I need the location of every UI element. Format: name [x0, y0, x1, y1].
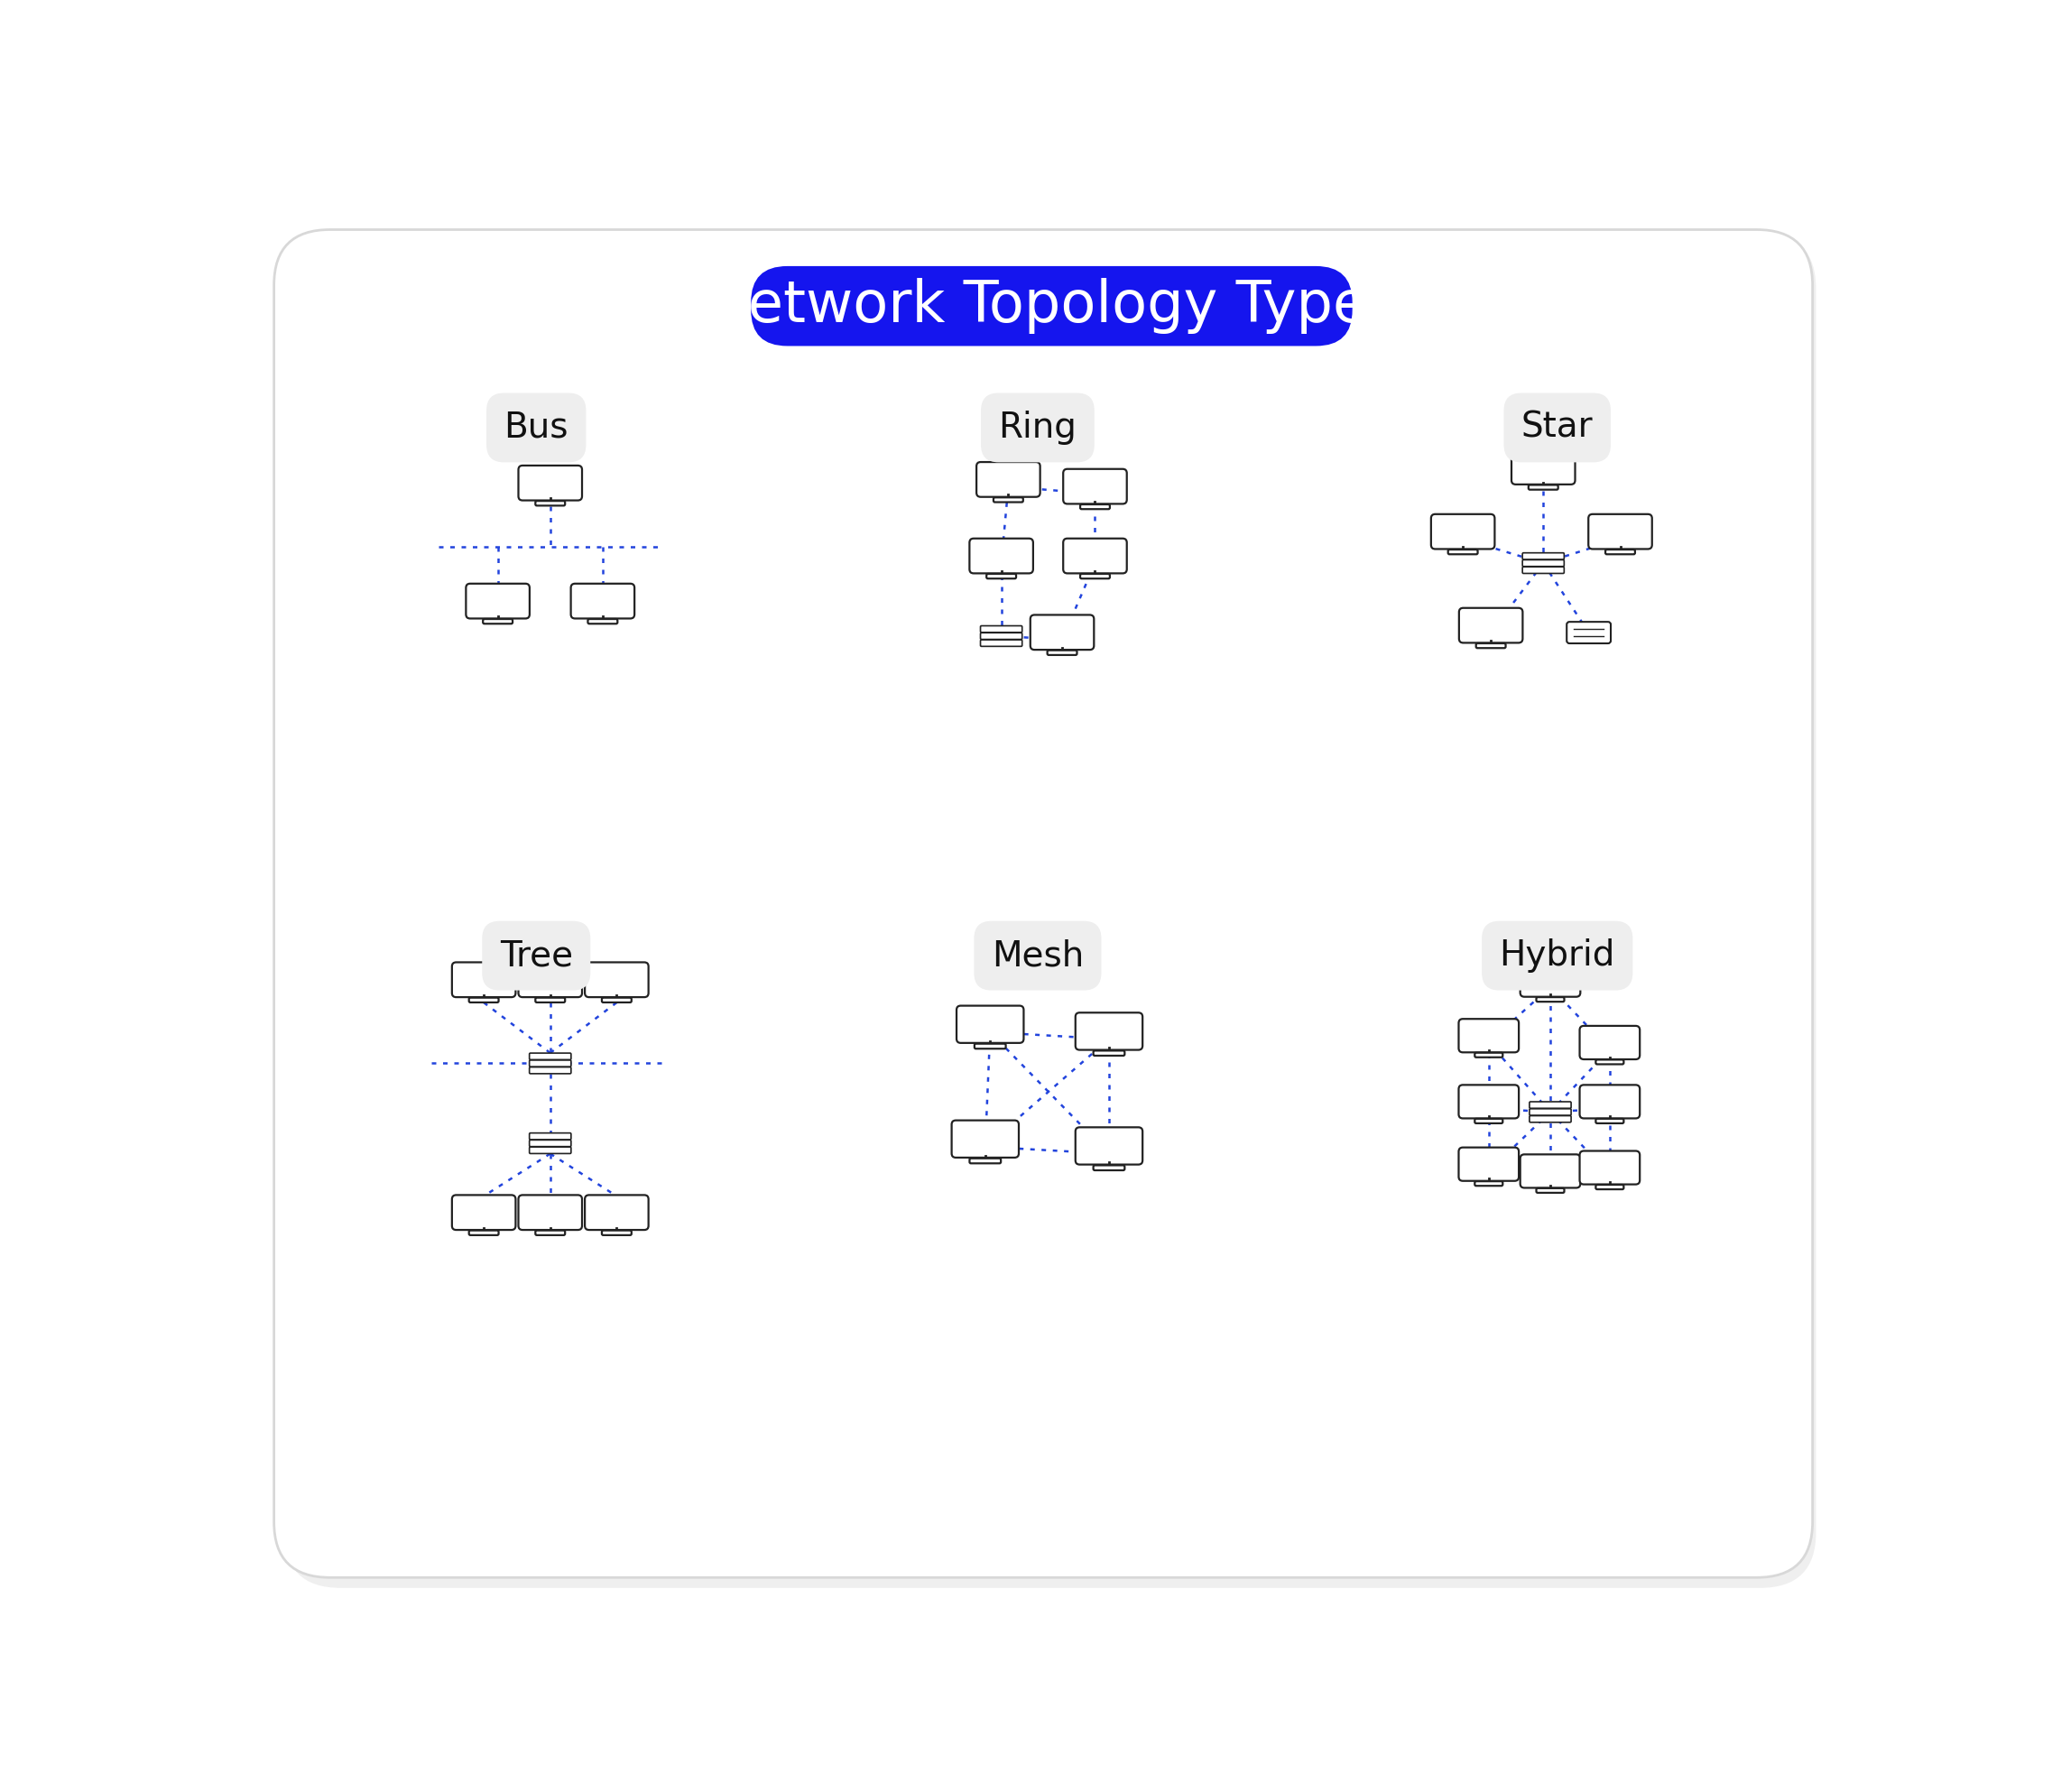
- FancyBboxPatch shape: [451, 962, 515, 996]
- FancyBboxPatch shape: [1063, 470, 1127, 504]
- FancyBboxPatch shape: [1047, 650, 1077, 656]
- FancyBboxPatch shape: [529, 1133, 570, 1140]
- FancyBboxPatch shape: [1580, 1084, 1640, 1118]
- FancyBboxPatch shape: [987, 573, 1016, 579]
- FancyBboxPatch shape: [1521, 1154, 1580, 1188]
- FancyBboxPatch shape: [969, 538, 1032, 573]
- FancyBboxPatch shape: [470, 1231, 499, 1235]
- FancyBboxPatch shape: [1529, 486, 1557, 489]
- FancyBboxPatch shape: [529, 1066, 570, 1073]
- FancyBboxPatch shape: [519, 1195, 583, 1229]
- FancyBboxPatch shape: [536, 1231, 564, 1235]
- FancyBboxPatch shape: [751, 265, 1352, 346]
- FancyBboxPatch shape: [451, 1195, 515, 1229]
- FancyBboxPatch shape: [1094, 1165, 1124, 1170]
- FancyBboxPatch shape: [1605, 550, 1635, 554]
- Text: Mesh: Mesh: [991, 939, 1083, 973]
- FancyBboxPatch shape: [529, 1147, 570, 1154]
- FancyBboxPatch shape: [975, 1043, 1005, 1048]
- FancyBboxPatch shape: [969, 1158, 1001, 1163]
- FancyBboxPatch shape: [1475, 1052, 1502, 1057]
- FancyBboxPatch shape: [1094, 1050, 1124, 1055]
- FancyBboxPatch shape: [1596, 1118, 1623, 1124]
- Text: Star: Star: [1521, 410, 1592, 444]
- FancyBboxPatch shape: [529, 1061, 570, 1066]
- FancyBboxPatch shape: [1537, 1188, 1564, 1193]
- FancyBboxPatch shape: [1475, 643, 1506, 649]
- FancyBboxPatch shape: [1459, 1020, 1518, 1052]
- FancyBboxPatch shape: [482, 618, 513, 624]
- FancyBboxPatch shape: [601, 998, 632, 1002]
- FancyBboxPatch shape: [587, 618, 618, 624]
- FancyBboxPatch shape: [1430, 514, 1494, 548]
- FancyBboxPatch shape: [1075, 1012, 1143, 1050]
- FancyBboxPatch shape: [981, 633, 1022, 640]
- FancyBboxPatch shape: [1459, 607, 1523, 643]
- FancyBboxPatch shape: [1596, 1059, 1623, 1064]
- FancyBboxPatch shape: [470, 998, 499, 1002]
- FancyBboxPatch shape: [601, 1231, 632, 1235]
- FancyBboxPatch shape: [1596, 1185, 1623, 1190]
- FancyBboxPatch shape: [1079, 573, 1110, 579]
- FancyBboxPatch shape: [1568, 622, 1611, 643]
- FancyBboxPatch shape: [1523, 566, 1564, 573]
- FancyBboxPatch shape: [1512, 450, 1576, 484]
- Text: Tree: Tree: [499, 939, 573, 973]
- Text: Hybrid: Hybrid: [1500, 939, 1615, 973]
- FancyBboxPatch shape: [1523, 559, 1564, 566]
- FancyBboxPatch shape: [585, 962, 648, 996]
- FancyBboxPatch shape: [1529, 1102, 1572, 1107]
- FancyBboxPatch shape: [275, 229, 1812, 1577]
- FancyBboxPatch shape: [466, 584, 529, 618]
- FancyBboxPatch shape: [285, 233, 1816, 1588]
- FancyBboxPatch shape: [1523, 554, 1564, 559]
- FancyBboxPatch shape: [952, 1120, 1018, 1158]
- FancyBboxPatch shape: [536, 998, 564, 1002]
- FancyBboxPatch shape: [519, 466, 583, 500]
- FancyBboxPatch shape: [1580, 1025, 1640, 1059]
- FancyBboxPatch shape: [981, 625, 1022, 633]
- FancyBboxPatch shape: [1030, 615, 1094, 650]
- FancyBboxPatch shape: [1079, 504, 1110, 509]
- FancyBboxPatch shape: [1475, 1181, 1502, 1186]
- FancyBboxPatch shape: [1063, 538, 1127, 573]
- FancyBboxPatch shape: [977, 462, 1040, 496]
- FancyBboxPatch shape: [1588, 514, 1652, 548]
- FancyBboxPatch shape: [1449, 550, 1477, 554]
- Text: Ring: Ring: [999, 410, 1077, 444]
- FancyBboxPatch shape: [993, 498, 1024, 502]
- FancyBboxPatch shape: [519, 962, 583, 996]
- FancyBboxPatch shape: [585, 1195, 648, 1229]
- FancyBboxPatch shape: [1521, 964, 1580, 996]
- Text: Bus: Bus: [505, 410, 568, 444]
- FancyBboxPatch shape: [1529, 1109, 1572, 1115]
- FancyBboxPatch shape: [1459, 1084, 1518, 1118]
- FancyBboxPatch shape: [981, 640, 1022, 647]
- FancyBboxPatch shape: [1475, 1118, 1502, 1124]
- FancyBboxPatch shape: [1580, 1150, 1640, 1185]
- FancyBboxPatch shape: [1537, 996, 1564, 1002]
- Text: Network Topology Types: Network Topology Types: [704, 278, 1399, 333]
- FancyBboxPatch shape: [570, 584, 634, 618]
- FancyBboxPatch shape: [536, 502, 564, 505]
- FancyBboxPatch shape: [1459, 1147, 1518, 1181]
- FancyBboxPatch shape: [1529, 1116, 1572, 1122]
- FancyBboxPatch shape: [956, 1005, 1024, 1043]
- FancyBboxPatch shape: [529, 1140, 570, 1147]
- FancyBboxPatch shape: [529, 1054, 570, 1059]
- FancyBboxPatch shape: [1075, 1127, 1143, 1165]
